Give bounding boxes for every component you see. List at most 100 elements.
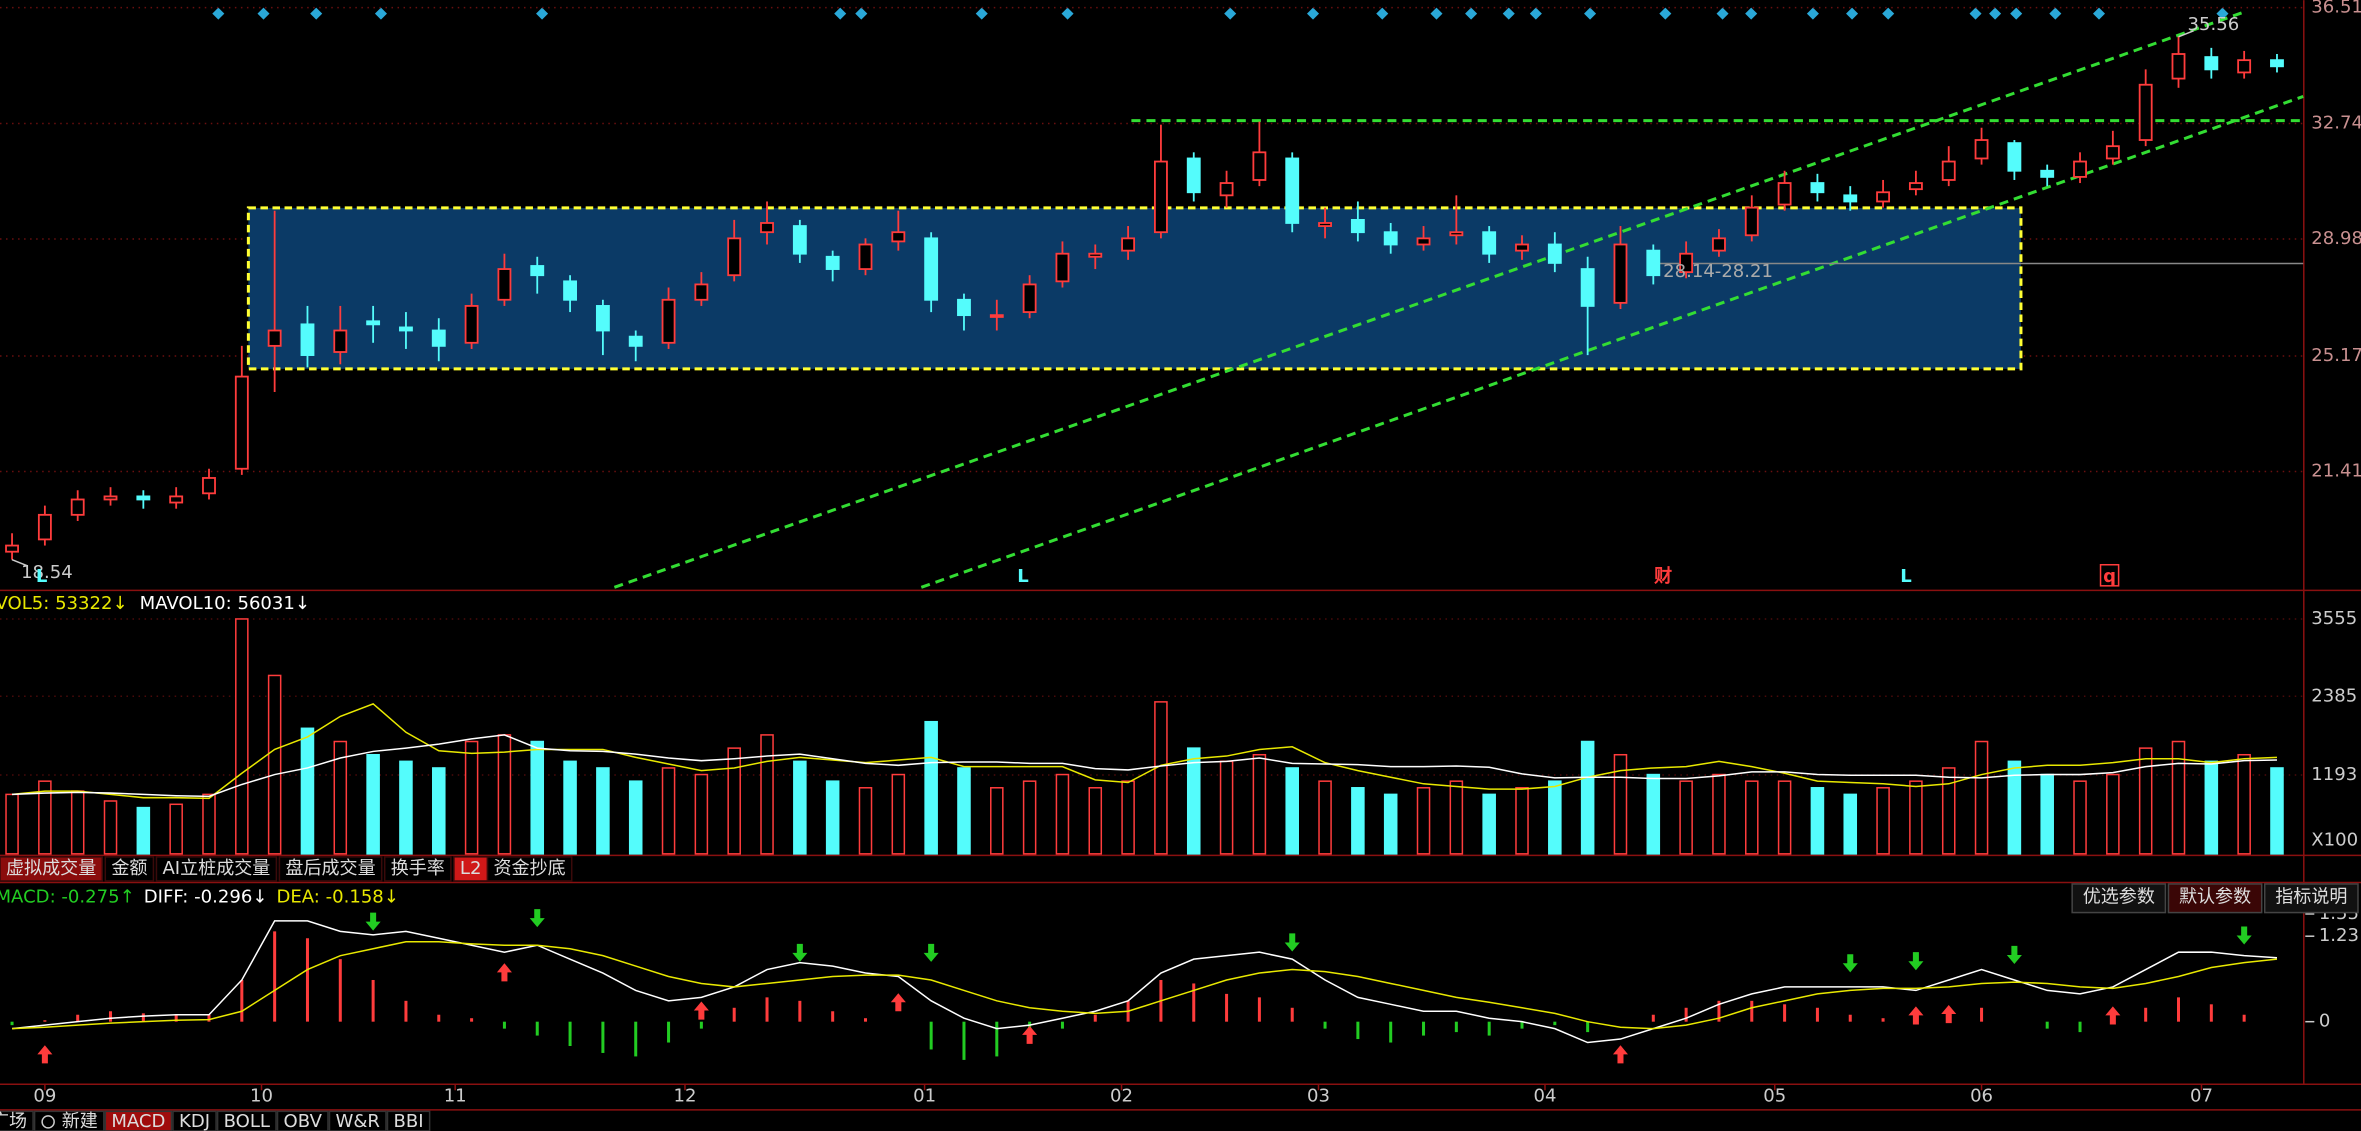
candle-body	[2270, 59, 2284, 68]
param-button[interactable]	[2071, 883, 2167, 914]
candle-body	[2204, 56, 2219, 71]
indicator-tab-label[interactable]: L2	[460, 858, 482, 879]
candle-body	[760, 222, 774, 234]
candle-body	[5, 544, 19, 553]
event-marker: L	[36, 566, 48, 587]
extreme-label: 35.56	[2188, 14, 2240, 35]
volume-bar	[1876, 787, 1890, 855]
candle-body	[1547, 243, 1562, 264]
indicator-tab[interactable]	[278, 856, 383, 882]
y-tick-label: 25.17	[2311, 345, 2361, 366]
param-button[interactable]	[2263, 883, 2359, 914]
candle-body	[267, 329, 282, 347]
bottom-tab-label[interactable]: 新建	[62, 1111, 98, 1131]
candle-body	[858, 243, 873, 270]
param-button-label[interactable]: 默认参数	[2179, 887, 2251, 908]
candle-body	[1055, 252, 1070, 283]
volume-bar	[1449, 780, 1464, 855]
x-tick-label: 02	[1110, 1085, 1133, 1106]
buy-arrow	[496, 963, 512, 982]
bottom-tab-label[interactable]: MACD	[111, 1111, 165, 1131]
candle-body	[1482, 231, 1497, 255]
indicator-tab-label[interactable]: 盘后成交量	[285, 858, 375, 879]
y-tick-label: 1193	[2311, 764, 2357, 785]
y-tick-label: 28.98	[2311, 228, 2361, 249]
candle-body	[2237, 59, 2252, 74]
param-button[interactable]	[2167, 883, 2263, 914]
volume-bar	[1416, 787, 1431, 855]
x-tick-label: 09	[33, 1085, 56, 1106]
indicator-tab[interactable]	[383, 856, 452, 882]
volume-bar	[2138, 747, 2153, 855]
bottom-tab-label[interactable]: W&R	[335, 1111, 380, 1131]
candle-body	[1679, 252, 1694, 274]
legend-entry: MAVOL10: 56031↓	[140, 593, 310, 614]
indicator-tab-label[interactable]: 资金抄底	[494, 858, 566, 879]
sell-arrow	[1284, 933, 1300, 952]
candle-body	[1908, 182, 1923, 191]
volume-bar	[727, 747, 741, 855]
candle-body	[628, 335, 643, 347]
buy-arrow	[890, 993, 906, 1012]
bottom-tab-label[interactable]: BBI	[394, 1111, 424, 1131]
candle-body	[464, 305, 479, 344]
x-tick-label: 05	[1763, 1085, 1786, 1106]
indicator-tab[interactable]	[486, 856, 573, 882]
param-button-label[interactable]: 指标说明	[2275, 887, 2347, 908]
candle-body	[595, 305, 610, 332]
indicator-tab-label[interactable]: 金额	[111, 858, 147, 879]
candle-body	[1580, 268, 1595, 307]
indicator-tab[interactable]	[104, 856, 155, 882]
bottom-tab-label[interactable]: 广场	[0, 1111, 27, 1131]
candle-body	[1744, 206, 1759, 237]
y-tick-label: 2385	[2311, 685, 2357, 706]
volume-bar	[1613, 753, 1628, 855]
event-marker: L	[1900, 566, 1912, 587]
volume-bar	[1646, 773, 1661, 855]
indicator-tab-label[interactable]: 虚拟成交量	[6, 858, 96, 879]
bottom-tab-label[interactable]: OBV	[284, 1111, 323, 1131]
candle-body	[1186, 157, 1201, 194]
indicator-tab[interactable]	[453, 856, 489, 882]
volume-bar	[2270, 767, 2284, 855]
volume-bar	[596, 767, 610, 855]
volume-bar	[1088, 787, 1103, 855]
indicator-tab[interactable]	[155, 856, 278, 882]
bottom-tab-label[interactable]: KDJ	[179, 1111, 210, 1131]
volume-bar	[1252, 753, 1267, 855]
volume-bar	[366, 753, 380, 855]
x-tick-label: 11	[444, 1085, 467, 1106]
sell-arrow	[792, 943, 808, 962]
trend-line	[920, 94, 2304, 589]
candle-body	[1153, 160, 1168, 234]
volume-bar	[1974, 740, 1989, 855]
volume-bar	[1810, 787, 1825, 855]
extreme-pointer	[11, 558, 28, 567]
volume-bar	[1022, 780, 1037, 855]
volume-bar	[2040, 773, 2054, 855]
volume-bar	[1777, 780, 1792, 855]
candle-body	[1515, 243, 1529, 252]
volume-bar	[267, 674, 282, 855]
event-marker: 财	[1654, 565, 1672, 587]
indicator-tab-label[interactable]: 换手率	[391, 858, 445, 879]
volume-bar	[1121, 780, 1135, 855]
indicator-tab-label[interactable]: AI立桩成交量	[162, 858, 270, 879]
indicator-tab[interactable]	[0, 856, 104, 882]
x-tick-label: 06	[1970, 1085, 1993, 1106]
event-marker: q	[2103, 566, 2116, 587]
candle-body	[2073, 160, 2087, 178]
bottom-tab-label[interactable]: BOLL	[224, 1111, 270, 1131]
volume-bar	[136, 806, 151, 855]
candle-body	[136, 495, 151, 501]
ma-line	[11, 702, 2278, 800]
candle-body	[2040, 169, 2055, 178]
x-tick-label: 07	[2190, 1085, 2213, 1106]
volume-bar	[990, 787, 1004, 855]
param-button-label[interactable]: 优选参数	[2083, 887, 2155, 908]
legend-entry: MACD: -0.275↑	[0, 887, 135, 908]
x-tick-label: 03	[1307, 1085, 1330, 1106]
volume-bar	[5, 793, 19, 855]
volume-bar	[891, 773, 906, 855]
